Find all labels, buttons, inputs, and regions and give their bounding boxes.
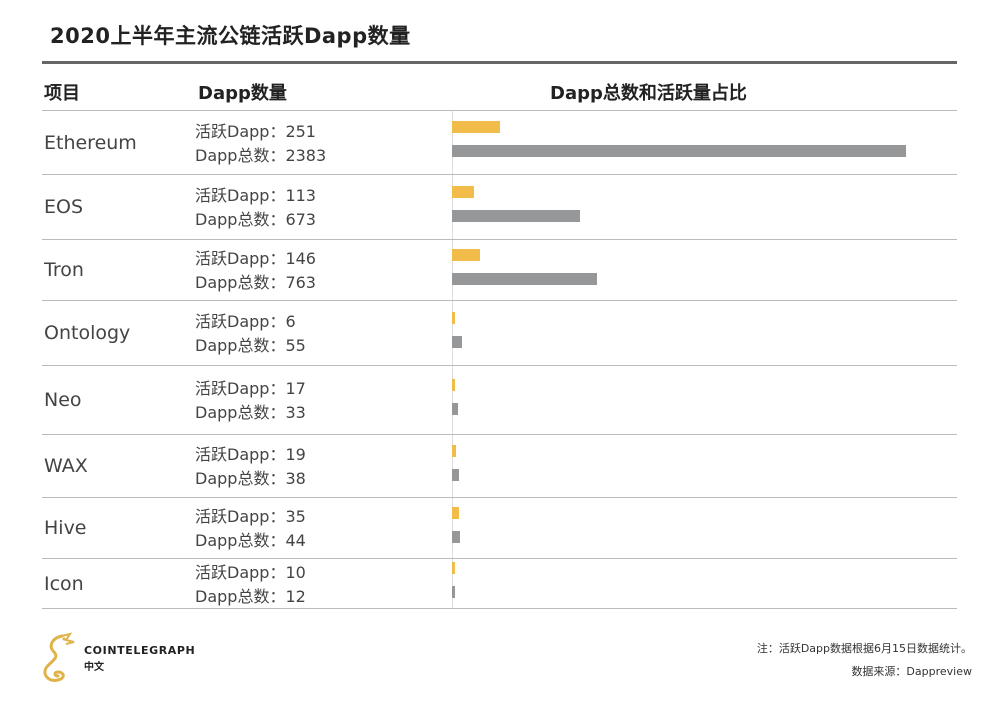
category-label: Ontology: [44, 322, 131, 344]
active-dapp-bar: [452, 378, 456, 391]
category-label: Icon: [44, 572, 84, 595]
bar-baseline: [452, 366, 453, 434]
category-label: WAX: [44, 455, 88, 477]
active-dapp-label: 活跃Dapp：17: [195, 379, 306, 398]
total-dapp-label: Dapp总数：44: [195, 531, 306, 550]
dragon-logo-icon: [43, 632, 75, 682]
header-count: Dapp数量: [198, 83, 287, 104]
header-project: 项目: [44, 83, 80, 104]
total-dapp-label: Dapp总数：763: [195, 273, 316, 292]
active-dapp-bar: [452, 185, 474, 198]
total-dapp-bar: [452, 145, 906, 157]
active-dapp-bar: [452, 248, 480, 261]
total-dapp-label: Dapp总数：673: [195, 210, 316, 229]
active-dapp-label: 活跃Dapp：146: [195, 249, 316, 268]
bar-baseline: [452, 175, 453, 239]
table-row: Ethereum 活跃Dapp：251 Dapp总数：2383: [42, 111, 957, 175]
total-dapp-label: Dapp总数：12: [195, 586, 306, 606]
bar-baseline: [452, 240, 453, 300]
total-dapp-bar: [452, 468, 460, 481]
active-dapp-label: 活跃Dapp：113: [195, 186, 316, 205]
title-divider: [42, 61, 957, 64]
total-dapp-bar: [452, 586, 455, 598]
active-dapp-bar: [452, 444, 456, 457]
data-source: 数据来源：Dappreview: [851, 665, 972, 678]
chart-title: 2020上半年主流公链活跃Dapp数量: [50, 24, 411, 48]
active-dapp-label: 活跃Dapp：35: [195, 507, 306, 526]
bar-baseline: [452, 301, 453, 365]
total-dapp-label: Dapp总数：2383: [195, 145, 327, 165]
category-label: Hive: [44, 517, 87, 539]
brand-logo-subtext: 中文: [84, 662, 104, 673]
bar-baseline: [452, 435, 453, 497]
header-divider: [42, 110, 957, 111]
active-dapp-label: 活跃Dapp：19: [195, 445, 306, 464]
total-dapp-label: Dapp总数：38: [195, 469, 306, 488]
bar-baseline: [452, 111, 453, 174]
table-row: Hive 活跃Dapp：35 Dapp总数：44: [42, 498, 957, 559]
total-dapp-label: Dapp总数：33: [195, 403, 306, 422]
table-row: Tron 活跃Dapp：146 Dapp总数：763: [42, 240, 957, 301]
active-dapp-bar: [452, 311, 455, 324]
brand-logo-text: COINTELEGRAPH: [84, 644, 196, 657]
active-dapp-label: 活跃Dapp：6: [195, 312, 296, 331]
footnote: 注：活跃Dapp数据根据6月15日数据统计。: [756, 642, 972, 655]
active-dapp-bar: [452, 506, 459, 519]
total-dapp-bar: [452, 402, 459, 415]
bar-baseline: [452, 559, 453, 608]
total-dapp-bar: [452, 530, 461, 543]
total-dapp-label: Dapp总数：55: [195, 336, 306, 355]
category-label: EOS: [44, 196, 84, 218]
bar-baseline: [452, 498, 453, 558]
table-row: WAX 活跃Dapp：19 Dapp总数：38: [42, 435, 957, 498]
table-row: Ontology 活跃Dapp：6 Dapp总数：55: [42, 301, 957, 366]
active-dapp-label: 活跃Dapp：10: [195, 562, 306, 582]
total-dapp-bar: [452, 335, 463, 348]
active-dapp-bar: [452, 562, 455, 574]
header-ratio: Dapp总数和活跃量占比: [550, 83, 747, 104]
active-dapp-bar: [452, 121, 500, 133]
total-dapp-bar: [452, 209, 581, 222]
table-row: Neo 活跃Dapp：17 Dapp总数：33: [42, 366, 957, 435]
table-row: Icon 活跃Dapp：10 Dapp总数：12: [42, 559, 957, 609]
category-label: Tron: [44, 259, 84, 281]
active-dapp-label: 活跃Dapp：251: [195, 121, 316, 141]
total-dapp-bar: [452, 272, 598, 285]
category-label: Neo: [44, 389, 82, 411]
table-row: EOS 活跃Dapp：113 Dapp总数：673: [42, 175, 957, 240]
category-label: Ethereum: [44, 131, 137, 154]
